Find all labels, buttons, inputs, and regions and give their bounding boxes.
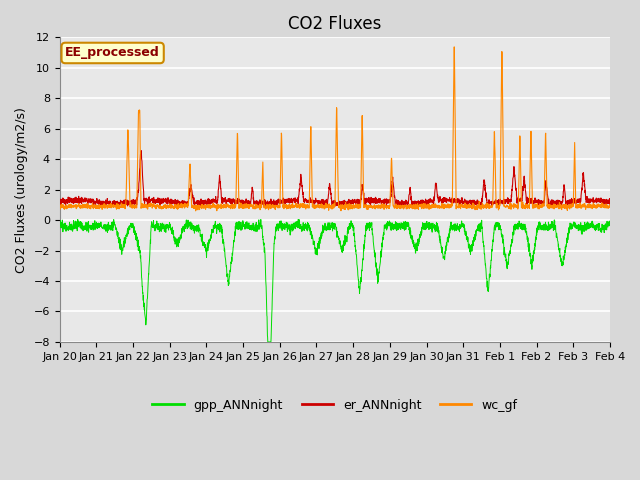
- wc_gf: [606, 204, 614, 209]
- gpp_ANNnight: [596, 221, 604, 227]
- wc_gf: [267, 204, 275, 210]
- gpp_ANNnight: [291, 225, 299, 230]
- Title: CO2 Fluxes: CO2 Fluxes: [288, 15, 381, 33]
- gpp_ANNnight: [151, 226, 159, 231]
- er_ANNnight: [606, 202, 614, 207]
- Line: er_ANNnight: er_ANNnight: [60, 151, 610, 207]
- wc_gf: [451, 44, 458, 50]
- wc_gf: [536, 204, 544, 209]
- gpp_ANNnight: [56, 223, 63, 228]
- wc_gf: [596, 204, 604, 210]
- wc_gf: [56, 203, 63, 209]
- gpp_ANNnight: [264, 339, 271, 345]
- er_ANNnight: [266, 204, 273, 210]
- er_ANNnight: [268, 199, 275, 205]
- gpp_ANNnight: [294, 216, 302, 222]
- wc_gf: [291, 204, 299, 209]
- er_ANNnight: [138, 148, 145, 154]
- Line: wc_gf: wc_gf: [60, 47, 610, 211]
- wc_gf: [118, 204, 126, 209]
- er_ANNnight: [56, 201, 63, 206]
- er_ANNnight: [291, 198, 299, 204]
- gpp_ANNnight: [606, 221, 614, 227]
- gpp_ANNnight: [267, 339, 275, 345]
- er_ANNnight: [118, 199, 126, 204]
- Y-axis label: CO2 Fluxes (urology/m2/s): CO2 Fluxes (urology/m2/s): [15, 107, 28, 273]
- gpp_ANNnight: [118, 247, 126, 252]
- er_ANNnight: [536, 198, 544, 204]
- er_ANNnight: [152, 199, 159, 204]
- Text: EE_processed: EE_processed: [65, 47, 160, 60]
- er_ANNnight: [596, 199, 604, 205]
- wc_gf: [192, 208, 200, 214]
- Legend: gpp_ANNnight, er_ANNnight, wc_gf: gpp_ANNnight, er_ANNnight, wc_gf: [147, 394, 522, 417]
- Line: gpp_ANNnight: gpp_ANNnight: [60, 219, 610, 342]
- wc_gf: [151, 205, 159, 211]
- gpp_ANNnight: [536, 223, 544, 228]
